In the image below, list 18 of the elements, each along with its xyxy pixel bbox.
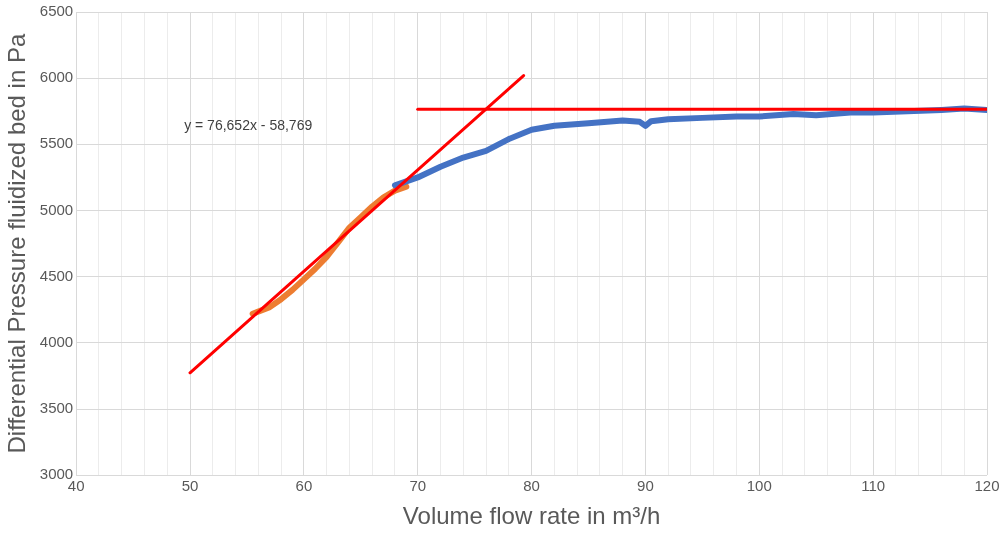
x-tick-label: 110 (861, 477, 886, 495)
y-tick-label: 3500 (39, 399, 74, 417)
y-tick-label: 4000 (39, 333, 74, 350)
x-tick-label: 60 (295, 477, 313, 495)
x-tick-label: 80 (523, 477, 540, 495)
y-axis-title: Differential Pressure fluidized bed in Pa (3, 33, 31, 454)
y-tick-label: 5500 (39, 134, 74, 152)
x-tick-label: 70 (409, 477, 427, 495)
y-tick-label: 4500 (39, 266, 74, 284)
y-tick-label: 5000 (39, 200, 74, 218)
y-tick-label: 6000 (39, 68, 74, 86)
y-tick-label: 6500 (39, 2, 74, 20)
annotation: y = 76,652x - 58,769 (184, 117, 313, 133)
x-axis-title: Volume flow rate in m³/h (402, 502, 661, 530)
x-tick-label: 50 (181, 477, 199, 495)
x-tick-label: 90 (637, 477, 654, 495)
x-tick-label: 120 (974, 477, 1000, 495)
x-tick-label: 100 (746, 477, 772, 495)
